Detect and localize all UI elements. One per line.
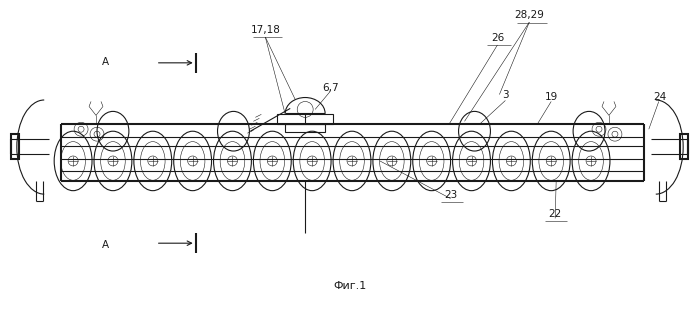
Text: 22: 22 (549, 210, 562, 219)
Text: А: А (103, 57, 110, 67)
Text: 28,29: 28,29 (514, 10, 545, 20)
Text: А: А (103, 240, 110, 250)
Text: 6,7: 6,7 (322, 83, 338, 93)
Text: 3: 3 (502, 90, 509, 99)
Text: Фиг.1: Фиг.1 (333, 281, 366, 291)
Bar (285, 124, 325, 132)
Text: 24: 24 (653, 91, 666, 102)
Bar (679, 134, 688, 159)
Text: 17,18: 17,18 (250, 25, 280, 35)
Bar (278, 114, 333, 124)
Text: 19: 19 (545, 91, 558, 102)
Text: 23: 23 (444, 190, 457, 200)
Bar (11, 134, 20, 159)
Text: 26: 26 (491, 33, 504, 43)
